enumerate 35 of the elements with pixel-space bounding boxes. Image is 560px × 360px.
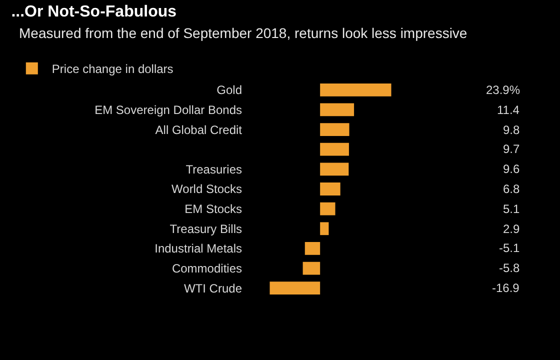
data-label: 9.8 [503, 123, 520, 137]
y-tick-label: Gold [216, 83, 242, 98]
y-tick-label: EM Stocks [184, 202, 242, 216]
data-label: 23.9% [486, 83, 520, 97]
data-label: 9.6 [503, 162, 520, 176]
data-label: -16.9 [492, 281, 520, 295]
bar [304, 242, 320, 255]
bar [320, 182, 340, 196]
y-tick-label: World Stocks [172, 182, 242, 196]
bar [320, 83, 392, 96]
legend-label: Price change in dollars [52, 62, 174, 76]
bar [320, 123, 350, 136]
data-label: 9.7 [503, 142, 520, 156]
bar [302, 262, 320, 275]
y-tick-label: Industrial Metals [154, 242, 242, 256]
bar [320, 162, 349, 176]
text: ...Or Not-So-Fabulous [11, 4, 177, 21]
y-tick-label: Treasuries [186, 162, 242, 176]
y-tick-label: Commodities [172, 261, 242, 276]
chart-subtitle: Measured from the end of September 2018, returns look less impressive [19, 25, 468, 41]
data-label: -5.8 [499, 261, 520, 275]
data-label: 5.1 [503, 202, 520, 216]
bar [320, 103, 354, 116]
data-label: -5.1 [499, 241, 520, 255]
bar [320, 202, 336, 216]
y-tick-label: EM Sovereign Dollar Bonds [94, 102, 242, 117]
bar [270, 282, 320, 295]
bar [320, 222, 329, 236]
y-tick-label: WTI Crude [184, 281, 242, 296]
data-label: 11.4 [497, 103, 520, 117]
data-label: 6.8 [503, 182, 520, 196]
bar [320, 142, 349, 156]
y-tick-label: Treasury Bills [170, 222, 242, 236]
data-label: 2.9 [503, 222, 520, 236]
y-tick-label: All Global Credit [155, 122, 243, 137]
